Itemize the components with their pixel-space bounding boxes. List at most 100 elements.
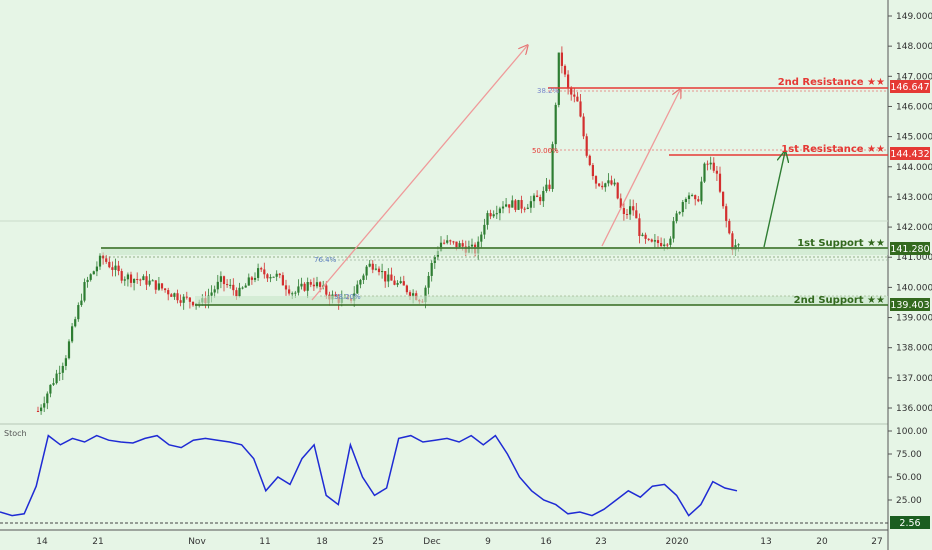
candle-body bbox=[157, 283, 160, 290]
candle-body bbox=[232, 284, 235, 291]
candle-body bbox=[191, 301, 195, 306]
candle-body bbox=[46, 393, 49, 404]
candle-body bbox=[573, 94, 576, 97]
candle-body bbox=[508, 204, 511, 208]
stoch-axis-ticks: 100.00 75.00 50.00 25.00 bbox=[888, 427, 928, 506]
stoch-line bbox=[0, 434, 738, 517]
candle-body bbox=[458, 243, 461, 248]
candle-body bbox=[306, 282, 309, 291]
candle-body bbox=[446, 240, 449, 243]
candle-body bbox=[71, 326, 74, 342]
candle-body bbox=[622, 208, 625, 215]
candle-body bbox=[213, 289, 216, 293]
candle-body bbox=[644, 234, 647, 239]
candle-body bbox=[247, 277, 250, 286]
candle-body bbox=[725, 206, 728, 221]
candle-body bbox=[36, 411, 40, 413]
support-2-value: 139.403 bbox=[890, 300, 929, 311]
candle-body bbox=[430, 263, 433, 276]
candle-body bbox=[728, 220, 731, 234]
candle-body bbox=[641, 234, 644, 237]
candle-body bbox=[309, 282, 312, 285]
candle-body bbox=[64, 358, 67, 366]
candle-body bbox=[402, 281, 405, 286]
candle-body bbox=[368, 263, 371, 267]
time-tick-label: 27 bbox=[871, 537, 882, 547]
candle-body bbox=[715, 170, 718, 174]
candle-body bbox=[532, 195, 536, 202]
candle-body bbox=[424, 287, 427, 303]
candle-body bbox=[691, 195, 694, 197]
candle-body bbox=[374, 268, 377, 270]
candle-body bbox=[601, 185, 604, 188]
support-1-label: 1st Support ★★ bbox=[797, 238, 885, 249]
time-tick-label: 2020 bbox=[666, 537, 689, 547]
candle-body bbox=[176, 293, 179, 301]
candle-body bbox=[89, 274, 92, 280]
candle-body bbox=[43, 403, 46, 408]
time-tick-label: 16 bbox=[540, 537, 552, 547]
candle-body bbox=[266, 274, 269, 279]
candle-body bbox=[712, 162, 715, 171]
candle-body bbox=[95, 266, 98, 272]
candle-body bbox=[297, 286, 300, 293]
candle-body bbox=[182, 296, 185, 303]
candle-body bbox=[452, 241, 455, 243]
stoch-tick-label: 25.00 bbox=[896, 496, 922, 506]
candle-body bbox=[684, 199, 687, 203]
candle-body bbox=[610, 180, 613, 185]
time-tick-label: 21 bbox=[92, 537, 103, 547]
price-tick-label: 145.000 bbox=[896, 133, 932, 143]
candle-body bbox=[151, 280, 154, 282]
candle-body bbox=[551, 144, 554, 189]
candle-body bbox=[179, 300, 182, 303]
time-tick-label: Nov bbox=[188, 537, 206, 547]
candle-body bbox=[514, 200, 517, 210]
candle-body bbox=[300, 283, 303, 287]
candle-body bbox=[210, 292, 213, 296]
candle-body bbox=[365, 266, 368, 276]
resistance-1-label: 1st Resistance ★★ bbox=[781, 144, 885, 155]
price-axis-ticks: 136.000 137.000 138.000 139.000 140.000 141.0… bbox=[888, 12, 932, 414]
candle-body bbox=[170, 294, 173, 297]
candle-body bbox=[173, 293, 176, 297]
fib-label-382: 38.2% bbox=[537, 87, 560, 95]
candle-body bbox=[362, 275, 365, 281]
candle-body bbox=[539, 197, 542, 202]
candle-body bbox=[123, 279, 126, 281]
support-zone-2 bbox=[195, 296, 888, 305]
candle-body bbox=[315, 282, 319, 287]
candle-body bbox=[319, 282, 322, 287]
candle-body bbox=[102, 255, 105, 259]
candle-body bbox=[529, 201, 532, 208]
candle-body bbox=[263, 269, 266, 275]
time-tick-label: 13 bbox=[760, 537, 771, 547]
price-tick-label: 140.000 bbox=[896, 283, 932, 293]
candle-body bbox=[632, 206, 635, 211]
candle-body bbox=[594, 176, 598, 184]
time-tick-label: Dec bbox=[423, 537, 440, 547]
candle-body bbox=[399, 281, 402, 283]
candle-body bbox=[598, 183, 601, 186]
candle-body bbox=[185, 296, 188, 298]
candle-body bbox=[616, 182, 619, 199]
candle-body bbox=[489, 213, 492, 217]
candle-body bbox=[470, 244, 474, 247]
time-tick-label: 11 bbox=[259, 537, 270, 547]
candle-body bbox=[226, 284, 229, 286]
candle-body bbox=[222, 276, 226, 285]
stoch-tick-label: 75.00 bbox=[896, 450, 922, 460]
candle-body bbox=[387, 274, 390, 282]
candle-body bbox=[235, 290, 238, 297]
candle-body bbox=[653, 240, 656, 242]
candle-body bbox=[405, 285, 408, 293]
candle-body bbox=[371, 263, 374, 270]
candle-body bbox=[560, 52, 563, 66]
candle-body bbox=[114, 265, 117, 270]
candle-body bbox=[647, 238, 650, 240]
candle-body bbox=[80, 300, 83, 306]
candle-body bbox=[613, 182, 616, 185]
candle-body bbox=[164, 288, 167, 291]
support-1-badge bbox=[890, 242, 930, 255]
